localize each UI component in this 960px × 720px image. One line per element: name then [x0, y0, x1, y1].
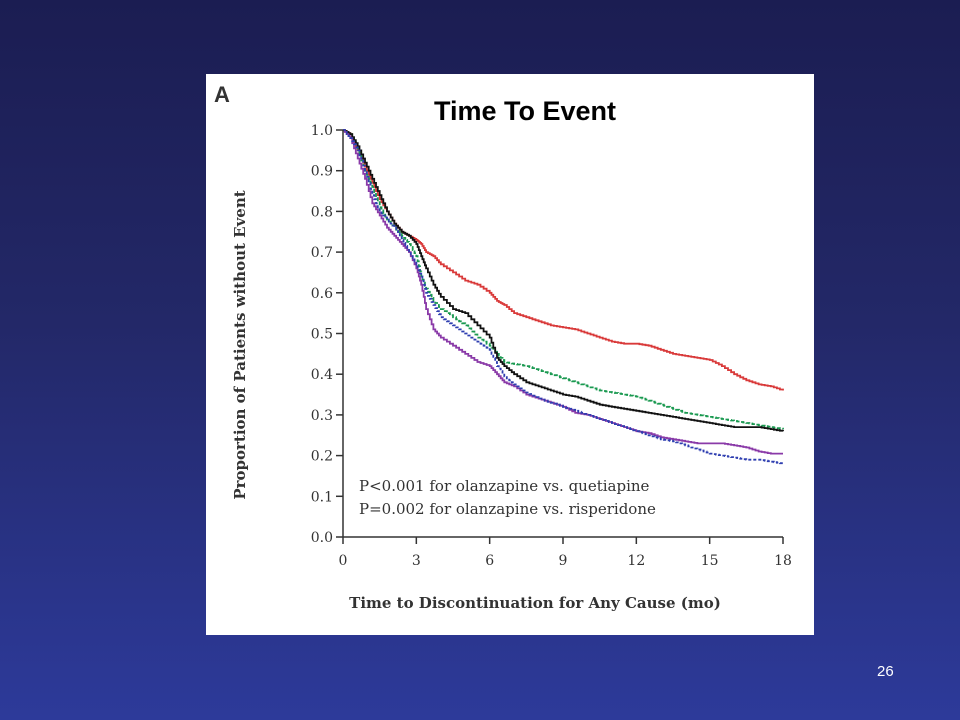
- x-ticks: 0 3 6 9 12 15 18: [339, 537, 792, 569]
- chart-title: Time To Event: [434, 96, 617, 126]
- x-tick-label: 9: [559, 553, 568, 569]
- x-tick-label: 18: [774, 553, 792, 569]
- survival-curve-1: [343, 129, 784, 391]
- annotation-olanzapine-vs-risperidone: P=0.002 for olanzapine vs. risperidone: [359, 500, 656, 518]
- chart-svg: 0.0 0.1 0.2 0.3 0.4 0.5 0.6 0.7 0.8 0.9 1.0 0 3 6 9 12…: [311, 123, 792, 569]
- y-axis-label-text: Proportion of Patients without Event: [231, 190, 249, 500]
- x-tick-label: 15: [701, 553, 719, 569]
- survival-curve-4: [343, 129, 783, 455]
- y-tick-label: 0.4: [311, 367, 333, 383]
- y-tick-label: 0.7: [311, 245, 333, 261]
- survival-curve-3: [343, 129, 784, 432]
- y-tick-label: 0.0: [311, 530, 333, 546]
- survival-curve-2: [343, 129, 784, 430]
- y-tick-label: 0.8: [311, 204, 333, 220]
- panel-letter: A: [214, 82, 230, 107]
- x-axis-label: Time to Discontinuation for Any Cause (m…: [349, 594, 721, 612]
- annotation-olanzapine-vs-quetiapine: P<0.001 for olanzapine vs. quetiapine: [359, 477, 650, 495]
- y-tick-label: 0.9: [311, 164, 333, 180]
- y-tick-label: 0.2: [311, 449, 333, 465]
- figure-panel: 0.0 0.1 0.2 0.3 0.4 0.5 0.6 0.7 0.8 0.9 1.0 0 3 6 9 12…: [206, 74, 814, 635]
- y-tick-label: 0.6: [311, 286, 333, 302]
- survival-curve-5: [343, 129, 784, 465]
- y-tick-label: 0.3: [311, 408, 333, 424]
- x-tick-label: 3: [412, 553, 421, 569]
- x-tick-label: 6: [485, 553, 494, 569]
- y-ticks: 0.0 0.1 0.2 0.3 0.4 0.5 0.6 0.7 0.8 0.9 1.0: [311, 123, 343, 546]
- x-tick-label: 0: [339, 553, 348, 569]
- plot-lines: [343, 129, 784, 465]
- x-tick-label: 12: [627, 553, 645, 569]
- y-tick-label: 0.1: [311, 489, 333, 505]
- y-tick-label: 0.5: [311, 327, 333, 343]
- y-tick-label: 1.0: [311, 123, 333, 139]
- slide-number: 26: [877, 663, 894, 680]
